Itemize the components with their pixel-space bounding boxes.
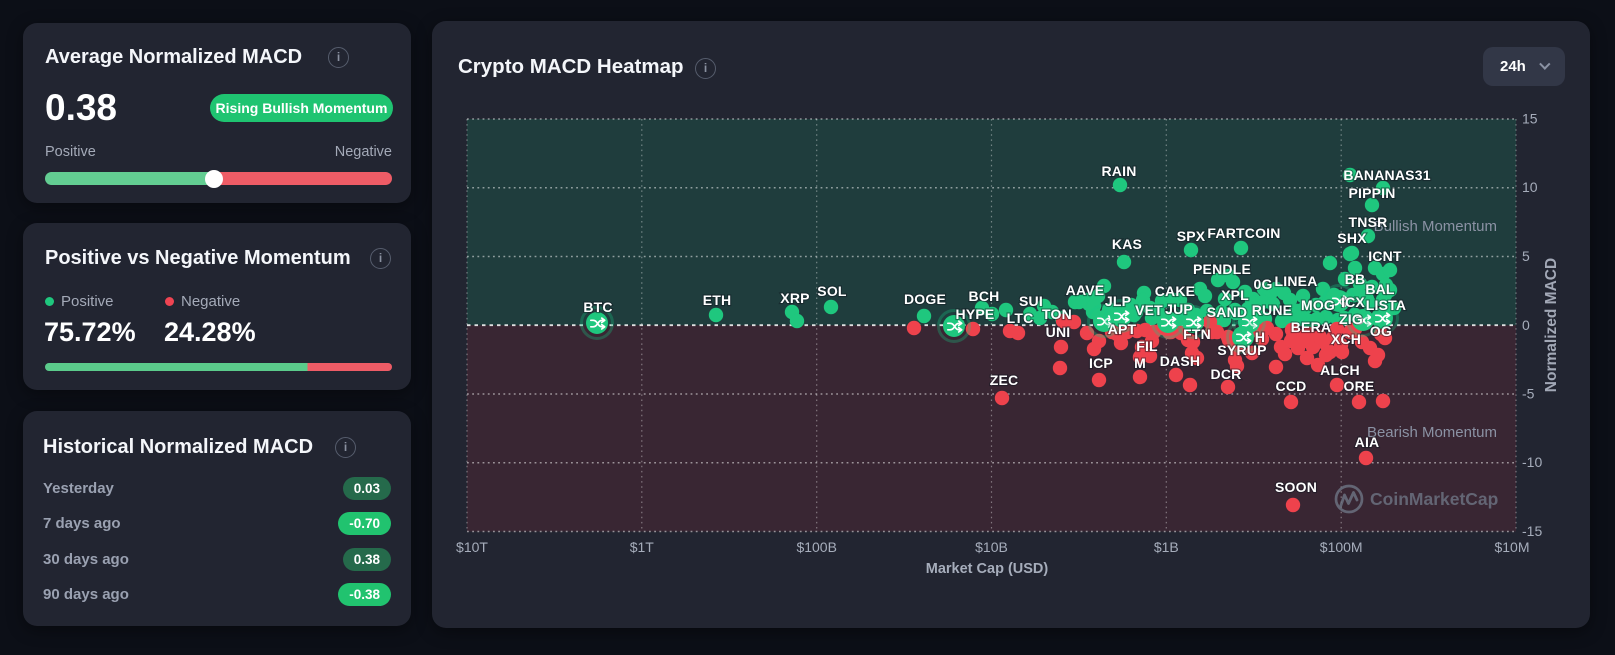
svg-text:DASH: DASH xyxy=(1160,353,1200,369)
svg-text:BB: BB xyxy=(1345,271,1366,287)
svg-text:BERA: BERA xyxy=(1291,319,1331,335)
svg-text:$100B: $100B xyxy=(796,539,836,555)
svg-text:ICX: ICX xyxy=(1341,294,1365,310)
svg-text:SYRUP: SYRUP xyxy=(1217,342,1266,358)
svg-text:FARTCOIN: FARTCOIN xyxy=(1207,225,1280,241)
svg-text:Bearish Momentum: Bearish Momentum xyxy=(1367,424,1497,441)
svg-text:10: 10 xyxy=(1522,179,1538,195)
svg-text:$10T: $10T xyxy=(456,539,488,555)
svg-text:LINEA: LINEA xyxy=(1275,273,1318,289)
svg-text:RAIN: RAIN xyxy=(1101,163,1136,179)
svg-text:CCD: CCD xyxy=(1276,378,1307,394)
svg-text:ICNT: ICNT xyxy=(1368,248,1402,264)
svg-text:BTC: BTC xyxy=(583,299,612,315)
svg-text:UNI: UNI xyxy=(1046,324,1071,340)
svg-text:JLP: JLP xyxy=(1105,293,1131,309)
svg-text:SOON: SOON xyxy=(1275,479,1317,495)
svg-text:XCH: XCH xyxy=(1331,331,1361,347)
svg-text:0: 0 xyxy=(1522,317,1530,333)
svg-text:TNSR: TNSR xyxy=(1349,214,1388,230)
svg-text:15: 15 xyxy=(1522,111,1538,127)
svg-text:CAKE: CAKE xyxy=(1155,283,1195,299)
svg-text:Bullish Momentum: Bullish Momentum xyxy=(1374,218,1497,235)
svg-text:$1B: $1B xyxy=(1154,539,1179,555)
svg-text:ETH: ETH xyxy=(703,292,732,308)
svg-text:BCH: BCH xyxy=(969,288,1000,304)
svg-text:$100M: $100M xyxy=(1320,539,1363,555)
svg-text:BANANAS31: BANANAS31 xyxy=(1343,167,1430,183)
svg-text:XRP: XRP xyxy=(780,290,809,306)
svg-text:ZIG: ZIG xyxy=(1339,311,1363,327)
svg-text:$10B: $10B xyxy=(975,539,1008,555)
svg-text:PIPPIN: PIPPIN xyxy=(1348,185,1395,201)
svg-text:MOG: MOG xyxy=(1301,297,1335,313)
svg-text:SUI: SUI xyxy=(1019,293,1043,309)
svg-text:0G: 0G xyxy=(1253,276,1272,292)
svg-text:Market Cap (USD): Market Cap (USD) xyxy=(926,561,1049,577)
svg-text:AAVE: AAVE xyxy=(1066,282,1105,298)
svg-text:DOGE: DOGE xyxy=(904,291,946,307)
svg-text:-15: -15 xyxy=(1522,523,1542,539)
svg-text:BAL: BAL xyxy=(1365,281,1395,297)
svg-text:LISTA: LISTA xyxy=(1366,297,1406,313)
svg-text:-5: -5 xyxy=(1522,386,1535,402)
svg-text:VET: VET xyxy=(1135,302,1163,318)
svg-text:APT: APT xyxy=(1108,321,1137,337)
svg-text:JUP: JUP xyxy=(1165,301,1193,317)
svg-text:ALCH: ALCH xyxy=(1320,362,1360,378)
svg-text:RUNE: RUNE xyxy=(1252,302,1292,318)
svg-text:CoinMarketCap: CoinMarketCap xyxy=(1370,489,1498,509)
svg-text:OG: OG xyxy=(1370,323,1392,339)
svg-text:-10: -10 xyxy=(1522,454,1542,470)
svg-text:FIL: FIL xyxy=(1136,338,1158,354)
svg-text:M: M xyxy=(1134,355,1146,371)
svg-text:$1T: $1T xyxy=(630,539,655,555)
svg-text:TON: TON xyxy=(1042,306,1072,322)
svg-text:DCR: DCR xyxy=(1211,366,1242,382)
svg-text:HYPE: HYPE xyxy=(956,306,995,322)
svg-text:H: H xyxy=(1255,329,1265,345)
svg-text:$10M: $10M xyxy=(1494,539,1529,555)
svg-text:ICP: ICP xyxy=(1089,355,1113,371)
svg-text:PENDLE: PENDLE xyxy=(1193,261,1251,277)
svg-text:AIA: AIA xyxy=(1355,434,1380,450)
svg-text:SPX: SPX xyxy=(1177,228,1206,244)
svg-text:SAND: SAND xyxy=(1207,304,1247,320)
svg-text:SOL: SOL xyxy=(817,283,847,299)
svg-text:SHX: SHX xyxy=(1337,230,1367,246)
svg-text:Normalized MACD: Normalized MACD xyxy=(1543,258,1560,392)
svg-text:5: 5 xyxy=(1522,248,1530,264)
svg-text:LTC: LTC xyxy=(1007,310,1034,326)
svg-text:KAS: KAS xyxy=(1112,236,1142,252)
svg-text:XPL: XPL xyxy=(1221,287,1249,303)
svg-text:ORE: ORE xyxy=(1344,378,1375,394)
svg-text:FTN: FTN xyxy=(1183,326,1211,342)
svg-text:ZEC: ZEC xyxy=(990,372,1019,388)
